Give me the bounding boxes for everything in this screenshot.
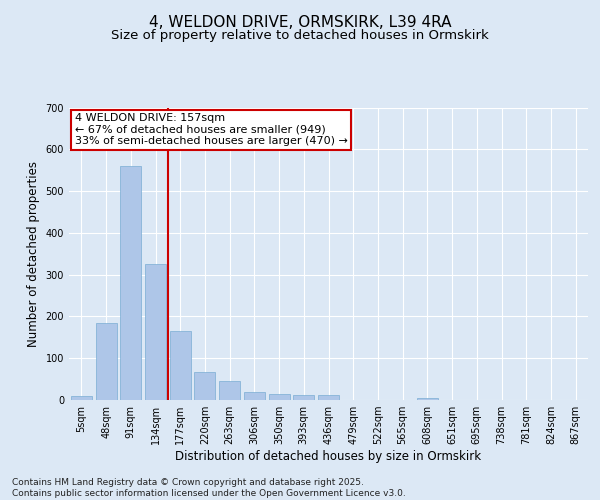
- Bar: [120, 166, 141, 400]
- Bar: [219, 381, 240, 400]
- Bar: [170, 331, 191, 400]
- Y-axis label: Number of detached properties: Number of detached properties: [27, 161, 40, 347]
- Bar: [293, 395, 314, 400]
- Bar: [71, 396, 92, 400]
- Bar: [244, 392, 265, 400]
- Bar: [417, 398, 438, 400]
- Bar: [95, 322, 116, 400]
- Bar: [318, 394, 339, 400]
- X-axis label: Distribution of detached houses by size in Ormskirk: Distribution of detached houses by size …: [175, 450, 482, 463]
- Text: 4 WELDON DRIVE: 157sqm
← 67% of detached houses are smaller (949)
33% of semi-de: 4 WELDON DRIVE: 157sqm ← 67% of detached…: [74, 113, 347, 146]
- Bar: [269, 394, 290, 400]
- Text: 4, WELDON DRIVE, ORMSKIRK, L39 4RA: 4, WELDON DRIVE, ORMSKIRK, L39 4RA: [149, 15, 451, 30]
- Bar: [194, 372, 215, 400]
- Text: Size of property relative to detached houses in Ormskirk: Size of property relative to detached ho…: [111, 28, 489, 42]
- Text: Contains HM Land Registry data © Crown copyright and database right 2025.
Contai: Contains HM Land Registry data © Crown c…: [12, 478, 406, 498]
- Bar: [145, 264, 166, 400]
